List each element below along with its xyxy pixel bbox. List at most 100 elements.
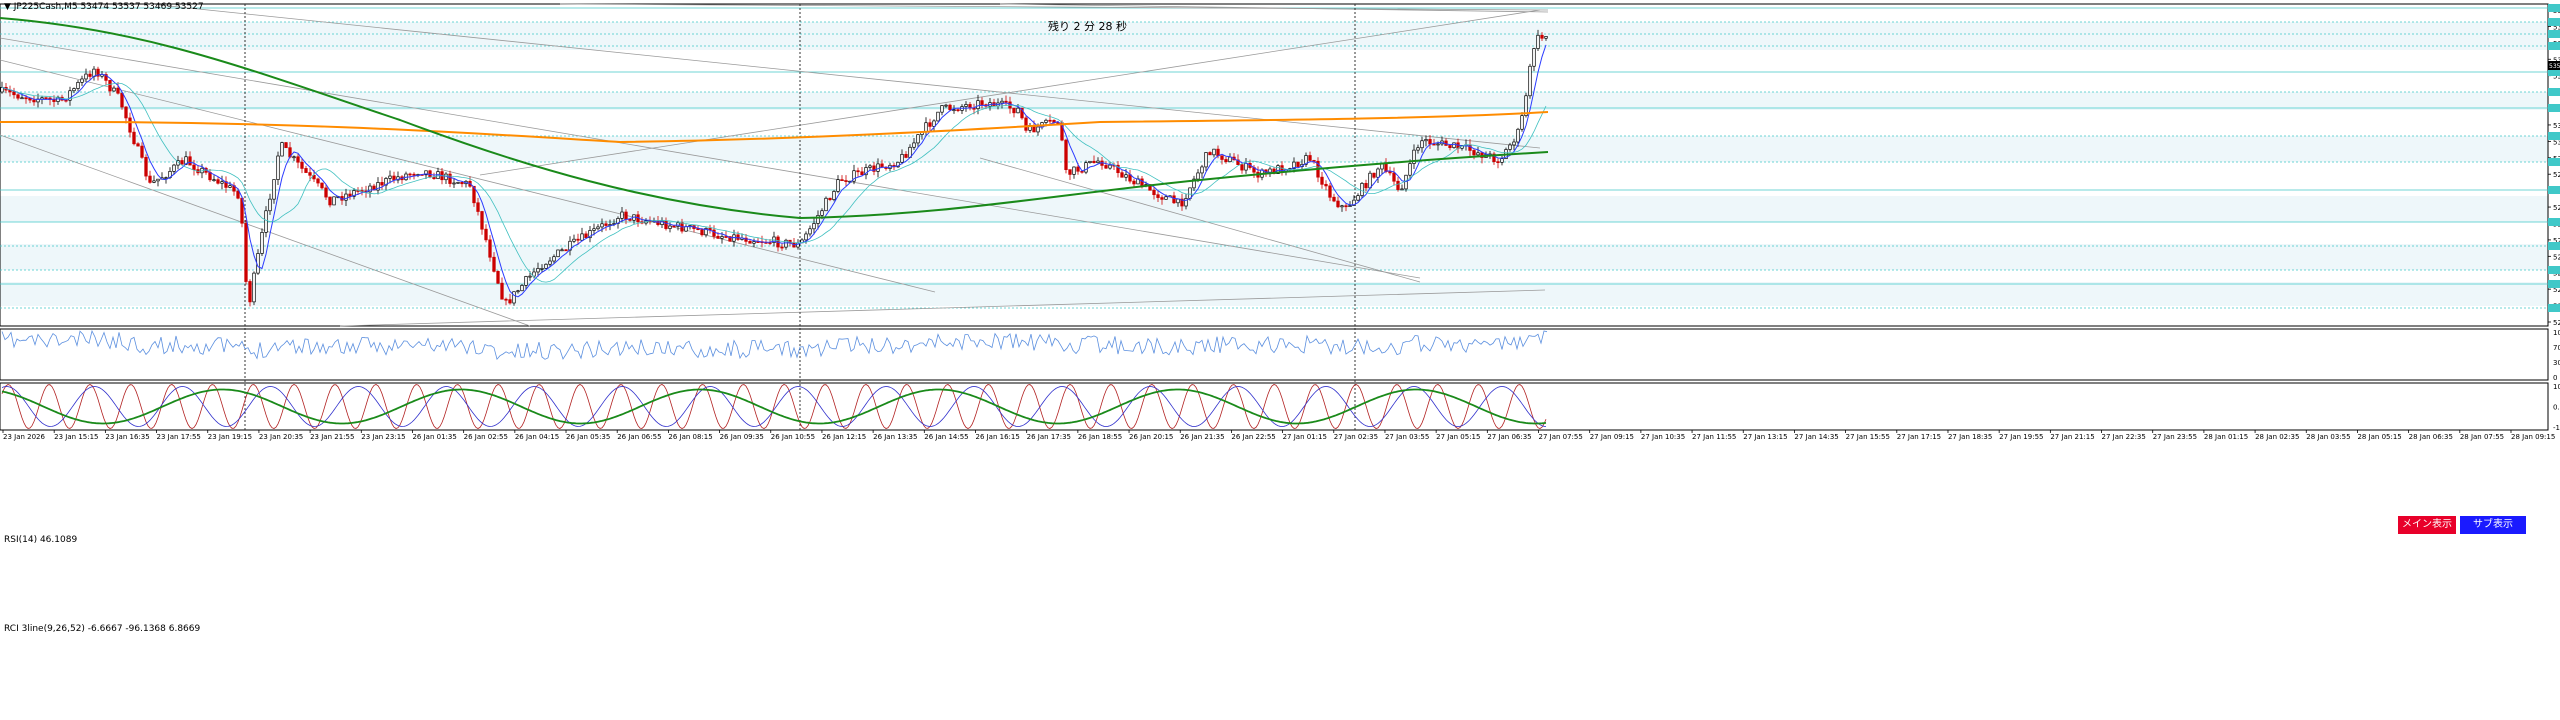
candle-body	[1372, 172, 1376, 178]
candle-body	[728, 236, 732, 242]
candle-body	[304, 168, 308, 173]
candle-body	[236, 190, 240, 199]
candle-body	[128, 117, 132, 133]
candle-body	[1528, 65, 1532, 97]
candle-body	[1220, 155, 1224, 160]
main-display-button[interactable]: メイン表示	[2398, 516, 2456, 534]
candle-body	[292, 156, 296, 159]
time-axis-label: 26 Jan 14:55	[924, 433, 968, 441]
candle-body	[1132, 180, 1136, 185]
candle-body	[164, 177, 168, 179]
candle-body	[700, 229, 704, 236]
time-axis-label: 28 Jan 02:35	[2255, 433, 2299, 441]
candle-body	[1420, 140, 1424, 149]
candle-body	[1388, 171, 1392, 174]
sub-display-button[interactable]: サブ表示	[2460, 516, 2526, 534]
candle-body	[1412, 149, 1416, 164]
price-level-tag	[2548, 88, 2560, 96]
candle-body	[840, 179, 844, 182]
candle-body	[1380, 163, 1384, 170]
candle-body	[720, 236, 724, 239]
candle-body	[620, 211, 624, 219]
candle-body	[12, 91, 16, 96]
candle-body	[328, 196, 332, 206]
candle-body	[1532, 48, 1536, 67]
candle-body	[1164, 196, 1168, 200]
candle-body	[812, 223, 816, 230]
candle-body	[216, 179, 220, 184]
time-axis-label: 27 Jan 21:15	[2050, 433, 2094, 441]
candle-body	[964, 104, 968, 107]
candle-body	[1400, 188, 1404, 191]
time-axis-label: 23 Jan 20:35	[259, 433, 303, 441]
candle-body	[156, 178, 160, 182]
green-moving-average-line	[0, 17, 1549, 220]
price-level-tag	[2548, 104, 2560, 112]
candle-body	[1012, 107, 1016, 114]
trend-line	[339, 289, 1546, 327]
time-axis-label: 28 Jan 07:55	[2460, 433, 2504, 441]
candle-body	[540, 268, 544, 270]
price-level-tag	[2548, 4, 2560, 12]
candle-body	[972, 107, 976, 110]
candle-body	[1492, 153, 1496, 162]
time-axis-label: 27 Jan 07:55	[1539, 433, 1583, 441]
price-axis-label: 52937	[2553, 171, 2560, 179]
candle-body	[1340, 205, 1344, 208]
candle-body	[624, 211, 628, 220]
candle-body	[860, 171, 864, 176]
candle-body	[68, 90, 72, 101]
candle-body	[1516, 128, 1520, 143]
rsi-axis-label: 0	[2553, 374, 2557, 382]
candle-body	[1244, 162, 1248, 171]
candle-body	[392, 175, 396, 181]
candle-body	[1476, 152, 1480, 156]
candle-body	[1336, 200, 1340, 208]
candle-body	[876, 163, 880, 172]
candle-body	[1224, 159, 1228, 163]
candle-body	[88, 73, 92, 77]
time-axis-label: 26 Jan 16:15	[975, 433, 1019, 441]
candle-body	[1208, 152, 1212, 156]
candle-body	[1352, 199, 1356, 206]
candle-body	[484, 228, 488, 241]
candle-body	[752, 241, 756, 244]
candle-body	[900, 153, 904, 163]
time-axis-label: 26 Jan 22:55	[1231, 433, 1275, 441]
candle-body	[748, 241, 752, 244]
candle-body	[496, 271, 500, 284]
candle-body	[1200, 166, 1204, 174]
candle-body	[896, 161, 900, 168]
candle-body	[228, 185, 232, 188]
candle-body	[1292, 161, 1296, 169]
main-panel-frame	[0, 3, 2549, 327]
candle-body	[1000, 100, 1004, 104]
time-axis-label: 26 Jan 04:15	[515, 433, 559, 441]
candle-body	[716, 235, 720, 239]
rci-mid-line	[1, 386, 1547, 427]
time-axis-label: 26 Jan 01:35	[412, 433, 456, 441]
time-axis-label: 27 Jan 10:35	[1641, 433, 1685, 441]
candle-body	[268, 198, 272, 212]
candle-body	[140, 145, 144, 158]
candle-body	[1324, 183, 1328, 187]
candle-body	[684, 226, 688, 232]
bar-countdown-label: 残り 2 分 28 秒	[1048, 20, 1127, 33]
candle-body	[544, 263, 548, 269]
candle-body	[388, 175, 392, 179]
candle-body	[1424, 139, 1428, 142]
candle-body	[556, 249, 560, 258]
candle-body	[836, 179, 840, 192]
price-level-tag	[2548, 132, 2560, 140]
candle-body	[132, 131, 136, 145]
candle-body	[104, 74, 108, 81]
time-axis-label: 27 Jan 17:15	[1897, 433, 1941, 441]
candle-body	[1172, 195, 1176, 204]
candle-body	[1036, 126, 1040, 133]
candle-body	[928, 122, 932, 127]
candle-body	[1088, 160, 1092, 164]
candle-body	[32, 99, 36, 103]
candle-body	[824, 197, 828, 212]
